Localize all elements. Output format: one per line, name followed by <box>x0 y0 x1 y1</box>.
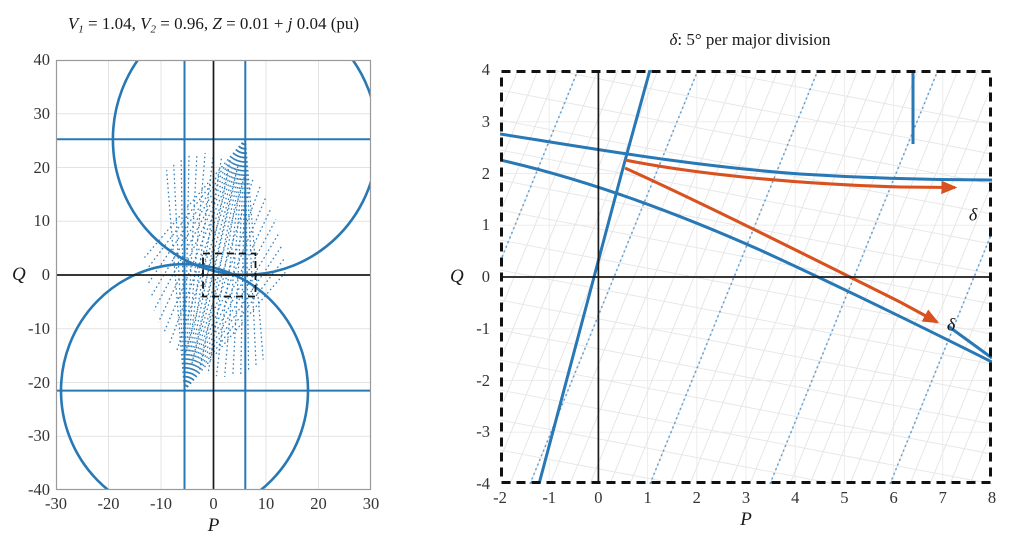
left-plot-border <box>55 59 372 491</box>
right-plot-panel: δ: 5° per major division <box>430 0 1024 557</box>
left-title-v2-symbol: V <box>140 14 151 33</box>
right-ytick-0: 4 <box>481 60 490 79</box>
left-xaxis-label: P <box>207 515 220 536</box>
descending-segment-right <box>947 324 992 360</box>
right-xtick-9: 7 <box>938 488 947 507</box>
left-title-v1-sub: 1 <box>78 23 84 36</box>
right-xtick-4: 2 <box>692 488 701 507</box>
delta-label-upper: δ <box>968 204 978 225</box>
right-plot-title: δ: 5° per major division <box>500 30 1000 50</box>
left-title-z-imag: 0.04 (pu) <box>296 14 360 33</box>
left-title-v2-value: = 0.96, <box>160 14 209 33</box>
left-ytick-5: -10 <box>28 318 50 338</box>
left-title-v1-symbol: V <box>67 14 79 33</box>
left-xtick-4: 10 <box>257 494 275 513</box>
left-plot-panel: V1 = 1.04, V2 = 0.96, Z = 0.01 + j 0.04 … <box>0 0 430 557</box>
right-ytick-7: -3 <box>476 422 490 442</box>
delta-arrow-upper[interactable] <box>624 158 958 195</box>
sending-circle-arc <box>500 132 992 182</box>
left-title-v1-value: = 1.04, <box>88 14 136 33</box>
left-ytick-8: -40 <box>28 480 50 499</box>
right-title-delta-symbol: δ <box>669 30 678 49</box>
left-ytick-0: 40 <box>33 50 51 69</box>
right-xtick-8: 6 <box>889 488 898 507</box>
fine-mesh-voltage <box>500 70 992 484</box>
delta-rays-sending <box>144 138 264 377</box>
left-title-v2-sub: 2 <box>150 23 157 36</box>
receiving-circle-arc <box>500 158 992 364</box>
right-ytick-3: 1 <box>481 215 490 235</box>
right-plot-border <box>500 70 992 484</box>
right-xtick-7: 5 <box>840 488 849 507</box>
right-xtick-10: 8 <box>987 488 997 507</box>
right-ytick-1: 3 <box>481 111 490 131</box>
left-xtick-2: -10 <box>150 494 172 513</box>
right-xaxis-label: P <box>740 509 752 530</box>
left-ytick-7: -30 <box>28 426 50 446</box>
left-xtick-1: -20 <box>97 494 120 513</box>
delta-label-lower: δ <box>946 314 956 335</box>
right-xtick-3: 1 <box>643 488 652 507</box>
left-title-z-value: = 0.01 + <box>226 14 284 33</box>
right-ytick-6: -2 <box>476 370 490 390</box>
left-ytick-3: 10 <box>33 211 51 231</box>
right-ytick-2: 2 <box>481 163 490 183</box>
left-title-j-symbol: j <box>287 14 293 33</box>
left-ytick-1: 30 <box>33 103 51 123</box>
left-xtick-3: 0 <box>209 494 218 513</box>
left-yaxis-label: Q <box>12 264 26 285</box>
left-ytick-6: -20 <box>28 372 50 392</box>
left-title-z-symbol: Z <box>212 14 222 33</box>
left-xtick-5: 20 <box>310 494 327 513</box>
right-xtick-5: 3 <box>741 488 751 507</box>
right-title-rest: : 5° per major division <box>677 30 831 49</box>
receiving-end-circle <box>59 262 310 490</box>
left-xtick-6: 30 <box>362 494 380 513</box>
left-plot-canvas <box>55 59 372 491</box>
left-plot-title: V1 = 1.04, V2 = 0.96, Z = 0.01 + j 0.04 … <box>56 14 371 35</box>
right-xtick-0: -2 <box>493 488 507 507</box>
steep-locus <box>537 70 652 484</box>
right-xtick-6: 4 <box>791 488 800 507</box>
left-ytick-4: 0 <box>41 265 50 284</box>
right-ytick-8: -4 <box>476 474 490 493</box>
right-yaxis-label: Q <box>450 266 464 287</box>
delta-arrow-lower[interactable] <box>624 166 940 324</box>
left-ytick-2: 20 <box>33 157 51 177</box>
right-ytick-5: -1 <box>476 318 490 338</box>
right-ytick-4: 0 <box>481 267 490 286</box>
left-xtick-0: -30 <box>45 494 67 513</box>
right-plot-canvas <box>500 70 992 484</box>
right-xtick-1: -1 <box>542 488 557 507</box>
right-xtick-2: 0 <box>594 488 603 507</box>
